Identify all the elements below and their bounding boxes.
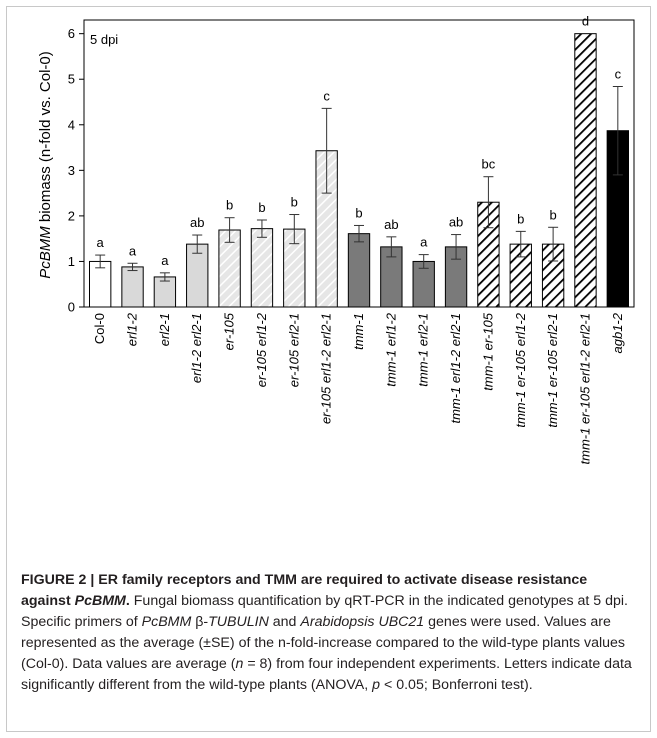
significance-letter: b [550, 207, 557, 222]
caption-body-5: = 8) from four independent experiments. … [21, 656, 632, 693]
x-tick-label: tmm-1 er-105 erl2-1 [545, 313, 560, 428]
bar-group: ab [444, 215, 468, 308]
bar [347, 233, 371, 308]
x-tick-labels: Col-0 erl1-2 erl2-1 erl1-2 erl2-1 er-105 er-1… [92, 312, 625, 464]
caption-body-italic-3: Arabidopsis UBC21 [300, 614, 425, 630]
bar-group: a [121, 243, 144, 308]
significance-letter: b [517, 211, 524, 226]
bar-group: d [574, 14, 597, 308]
x-tick-label: erl2-1 [157, 313, 172, 346]
bar-group: bc [477, 157, 500, 308]
caption-title-italic: PcBMM [74, 593, 126, 609]
bar-group: b [541, 207, 565, 308]
x-tick-label: tmm-1 er-105 [480, 312, 495, 391]
y-tick-label: 2 [68, 208, 75, 223]
significance-letter: d [582, 14, 589, 29]
y-axis-label-italic: PcBMM [37, 226, 54, 279]
bar-group: b [509, 211, 532, 308]
bar-group: a [153, 253, 177, 308]
significance-letter: a [420, 235, 428, 250]
caption-body-6: < 0.05; Bonferroni test). [380, 677, 533, 693]
y-tick-label: 1 [68, 254, 75, 269]
x-tick-label: tmm-1 er-105 erl1-2 [513, 312, 528, 427]
caption-label: FIGURE 2 | [21, 572, 99, 588]
bar [250, 228, 274, 308]
significance-letter: ab [384, 217, 398, 232]
significance-letter: b [258, 200, 265, 215]
caption-body-4: genes were used. Values are represented … [21, 614, 625, 672]
y-axis: 0 1 2 3 4 5 6 [68, 26, 84, 315]
significance-letter: c [323, 88, 330, 103]
significance-letter: ab [449, 215, 463, 230]
bar-group: c [315, 88, 338, 308]
x-tick-label: tmm-1 erl2-1 [416, 313, 431, 387]
bar-chart: 5 dpi 0 1 2 3 4 5 6 PcBMM biomass (n-fold vs. … [37, 14, 635, 464]
y-axis-label-rest: biomass (n-fold vs. Col-0) [37, 51, 54, 226]
bar-group: ab [380, 217, 403, 308]
x-tick-label: tmm-1 er-105 erl1-2 erl2-1 [577, 313, 592, 464]
x-tick-label: agb1-2 [610, 312, 625, 353]
caption-body-italic-2: TUBULIN [208, 614, 269, 630]
caption-title-2: . [125, 593, 130, 609]
y-tick-label: 4 [68, 117, 75, 132]
annotation-5dpi: 5 dpi [90, 32, 118, 47]
significance-letter: b [226, 198, 233, 213]
y-tick-label: 0 [68, 300, 75, 315]
x-tick-label: er-105 erl2-1 [286, 313, 301, 387]
x-tick-label: er-105 [222, 312, 237, 350]
bar [121, 266, 144, 308]
bar-group: b [347, 205, 371, 308]
significance-letter: a [161, 253, 169, 268]
significance-letter: a [129, 243, 137, 258]
significance-letter: a [97, 235, 105, 250]
caption-body-italic-1: PcBMM [141, 614, 192, 630]
bar-group: b [283, 195, 306, 308]
x-tick-label: erl1-2 [125, 312, 140, 346]
x-tick-label: er-105 erl1-2 erl2-1 [319, 313, 334, 424]
bar [574, 33, 597, 308]
figure-caption: FIGURE 2 | ER family receptors and TMM a… [21, 570, 639, 696]
caption-body-2: β- [191, 614, 209, 630]
x-tick-label: er-105 erl1-2 [254, 312, 269, 387]
figure-frame [6, 6, 651, 732]
significance-letter: b [355, 205, 362, 220]
x-tick-label: tmm-1 erl1-2 [383, 312, 398, 386]
caption-body-1: Fungal biomass quantification by qRT-PCR… [21, 593, 628, 630]
significance-letter: c [615, 67, 622, 82]
x-tick-label: erl1-2 erl2-1 [189, 313, 204, 383]
bar-group: c [606, 67, 629, 308]
x-tick-label: tmm-1 erl1-2 erl2-1 [448, 313, 463, 424]
bar-group: ab [186, 215, 209, 308]
caption-title-1: ER family receptors and TMM are required… [21, 572, 588, 609]
y-axis-label: PcBMM biomass (n-fold vs. Col-0) [37, 51, 54, 279]
significance-letter: bc [482, 157, 496, 172]
y-tick-label: 6 [68, 26, 75, 41]
significance-letter: ab [190, 215, 204, 230]
x-tick-label: tmm-1 [351, 313, 366, 350]
y-tick-label: 5 [68, 72, 75, 87]
caption-body-italic-4: n [235, 656, 244, 672]
bar-group: a [89, 235, 112, 308]
caption-body-italic-5: p [372, 677, 381, 693]
x-tick-label: Col-0 [92, 313, 107, 344]
bar-group: b [250, 200, 274, 308]
bar-group: a [412, 235, 435, 308]
significance-letter: b [291, 195, 298, 210]
y-tick-label: 3 [68, 163, 75, 178]
bar-group: b [218, 198, 241, 308]
caption-body-3: and [268, 614, 301, 630]
